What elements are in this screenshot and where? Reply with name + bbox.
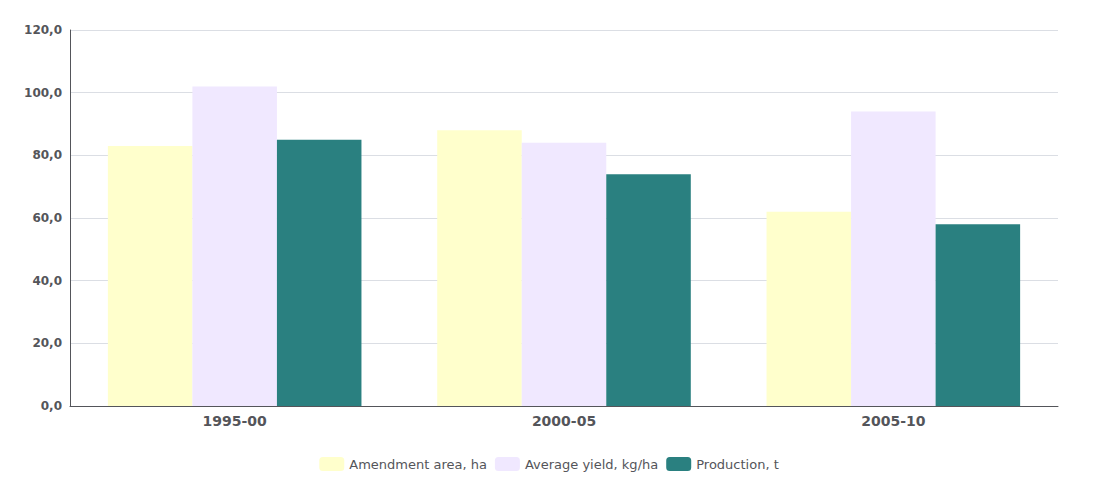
svg-text:Production, t: Production, t: [696, 457, 779, 472]
svg-text:Amendment area, ha: Amendment area, ha: [349, 457, 487, 472]
svg-text:60,0: 60,0: [32, 211, 62, 225]
svg-text:Average yield, kg/ha: Average yield, kg/ha: [525, 457, 658, 472]
svg-text:1995-00: 1995-00: [203, 413, 268, 429]
svg-text:2005-10: 2005-10: [861, 413, 926, 429]
svg-text:40,0: 40,0: [32, 274, 62, 288]
svg-text:80,0: 80,0: [32, 148, 62, 162]
svg-text:100,0: 100,0: [24, 86, 62, 100]
svg-text:0,0: 0,0: [41, 399, 62, 413]
svg-text:20,0: 20,0: [32, 336, 62, 350]
svg-text:2000-05: 2000-05: [532, 413, 596, 429]
svg-text:120,0: 120,0: [24, 23, 62, 37]
